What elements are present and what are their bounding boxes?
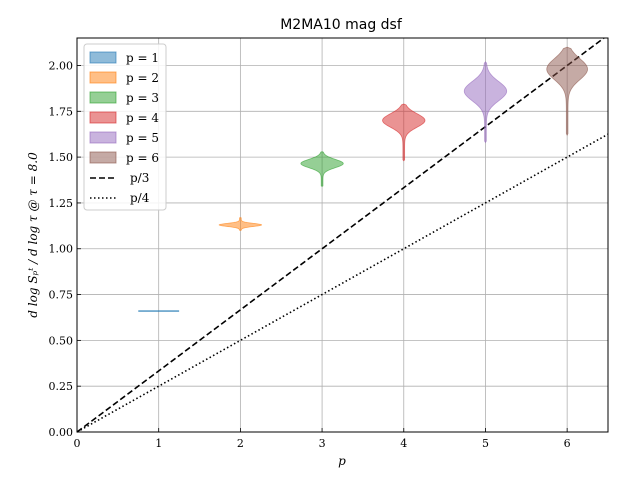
x-tick-label: 4 (400, 437, 407, 450)
chart-title: M2MA10 mag dsf (280, 17, 403, 33)
y-tick-label: 0.50 (49, 334, 74, 347)
legend-label-p6: p = 6 (126, 151, 159, 165)
reference-line-p-over-3 (76, 37, 605, 433)
x-tick-label: 6 (564, 437, 571, 450)
legend-swatch-p2 (89, 71, 117, 84)
legend-label-p-over-3: p/3 (130, 171, 149, 185)
y-tick-label: 1.25 (49, 197, 74, 210)
y-tick-label: 0.00 (49, 426, 74, 439)
reference-line-p-over-4 (76, 133, 609, 433)
plot-frame (76, 37, 609, 433)
x-tick-label: 2 (237, 437, 244, 450)
legend-label-p2: p = 2 (126, 71, 159, 85)
violins (138, 46, 588, 312)
legend: p = 1 p = 2 p = 3 p = 4 p = 5 p = 6 p/3 p/4 (83, 43, 167, 211)
legend-swatch-p1 (89, 51, 117, 64)
x-axis: 0 1 2 3 4 5 6 (74, 428, 571, 450)
violin-p2 (218, 217, 263, 231)
violin-p6 (546, 46, 588, 136)
violin-p4 (382, 103, 426, 162)
legend-swatch-p3 (89, 91, 117, 104)
violin-p5 (463, 61, 508, 144)
y-axis: 0.00 0.25 0.50 0.75 1.00 1.25 1.50 1.75 2.00 (49, 59, 81, 439)
x-tick-label: 0 (74, 437, 81, 450)
legend-box (83, 43, 167, 211)
legend-label-p-over-4: p/4 (130, 191, 150, 205)
y-tick-label: 0.75 (49, 289, 74, 302)
legend-swatch-p6 (89, 151, 117, 164)
y-axis-label: d log Sₚᵗ / d log τ @ τ = 8.0 (26, 152, 40, 318)
legend-label-p3: p = 3 (126, 91, 159, 105)
legend-swatch-p5 (89, 131, 117, 144)
x-tick-label: 3 (319, 437, 326, 450)
legend-label-p5: p = 5 (126, 131, 159, 145)
legend-swatch-p4 (89, 111, 117, 124)
x-axis-label: p (338, 454, 346, 468)
x-tick-label: 1 (155, 437, 162, 450)
y-tick-label: 2.00 (49, 59, 74, 72)
y-tick-label: 1.00 (49, 243, 74, 256)
x-tick-label: 5 (482, 437, 489, 450)
reference-lines (76, 37, 609, 433)
y-tick-label: 0.25 (49, 380, 74, 393)
legend-label-p4: p = 4 (126, 111, 159, 125)
y-tick-label: 1.50 (49, 151, 74, 164)
y-tick-label: 1.75 (49, 105, 74, 118)
legend-label-p1: p = 1 (126, 51, 159, 65)
violin-p3 (300, 151, 344, 187)
